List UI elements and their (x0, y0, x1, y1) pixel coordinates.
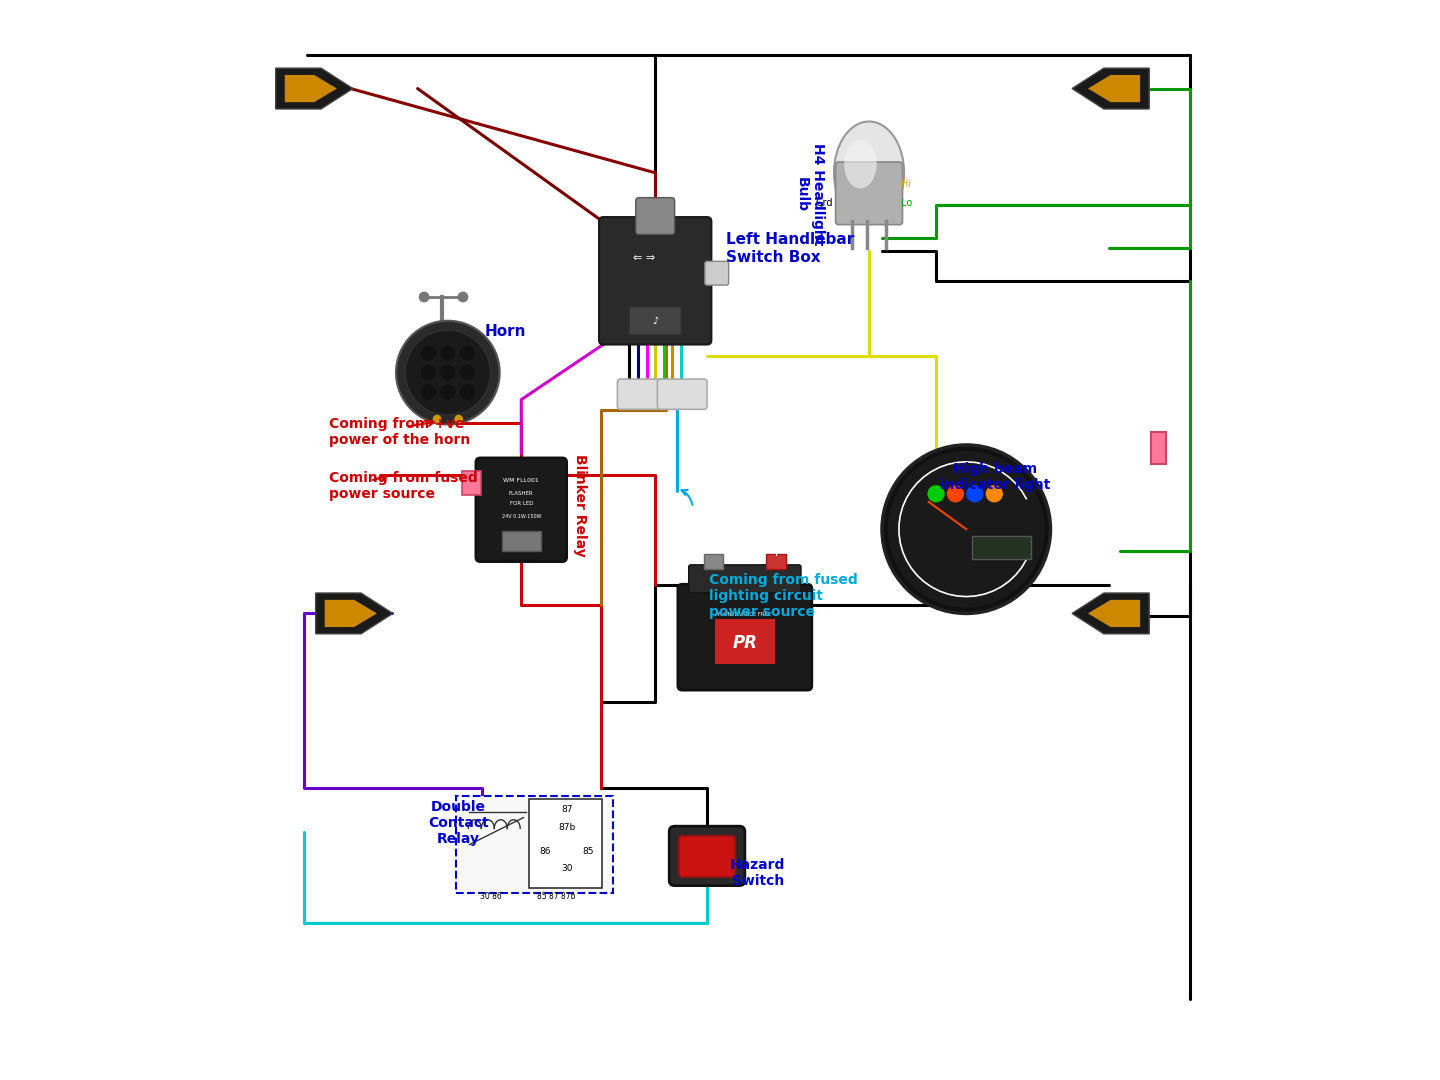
FancyBboxPatch shape (706, 261, 729, 285)
FancyBboxPatch shape (618, 379, 667, 409)
Polygon shape (285, 75, 337, 103)
Bar (501, 531, 540, 551)
Text: 87b: 87b (559, 823, 575, 832)
Text: High beam
indicator light: High beam indicator light (940, 462, 1051, 492)
Text: −: − (708, 549, 719, 558)
Circle shape (405, 330, 491, 415)
Circle shape (881, 445, 1051, 613)
Text: ♪: ♪ (652, 315, 658, 326)
Polygon shape (1071, 593, 1149, 634)
Polygon shape (275, 68, 353, 109)
Text: FOR LED: FOR LED (510, 501, 533, 507)
Text: Coming from +ve
power of the horn: Coming from +ve power of the horn (330, 417, 471, 447)
Text: 85: 85 (583, 847, 593, 855)
FancyBboxPatch shape (636, 198, 674, 234)
FancyBboxPatch shape (657, 379, 707, 409)
Text: MAINTENANCE FREE: MAINTENANCE FREE (719, 611, 772, 617)
Text: 87: 87 (562, 806, 572, 814)
Circle shape (927, 485, 945, 502)
Circle shape (459, 384, 475, 400)
Circle shape (458, 292, 468, 302)
Text: 30 86: 30 86 (480, 892, 503, 901)
Circle shape (420, 346, 436, 361)
Text: 86: 86 (540, 847, 550, 855)
Text: Blinker Relay: Blinker Relay (573, 454, 586, 557)
Polygon shape (1071, 68, 1149, 109)
FancyBboxPatch shape (680, 836, 736, 877)
Circle shape (948, 485, 965, 502)
Circle shape (459, 365, 475, 380)
Circle shape (986, 485, 1002, 502)
Polygon shape (1089, 75, 1140, 103)
FancyBboxPatch shape (678, 584, 812, 690)
Text: 24V 0.1W-150W: 24V 0.1W-150W (501, 514, 541, 519)
Text: 30: 30 (562, 864, 572, 873)
FancyBboxPatch shape (629, 307, 681, 335)
Circle shape (420, 384, 436, 400)
FancyBboxPatch shape (835, 162, 903, 225)
Text: Double
Contact
Relay: Double Contact Relay (428, 800, 490, 846)
Circle shape (459, 346, 475, 361)
Bar (1151, 432, 1166, 464)
FancyBboxPatch shape (599, 217, 711, 345)
Text: Hazard
Switch: Hazard Switch (730, 858, 785, 888)
Polygon shape (325, 599, 377, 627)
Circle shape (455, 415, 464, 423)
Polygon shape (1089, 599, 1140, 627)
Text: H4 Headlight
Bulb: H4 Headlight Bulb (795, 144, 825, 245)
Text: Hi: Hi (901, 178, 912, 189)
Bar (528, 799, 602, 888)
Circle shape (419, 292, 429, 302)
Text: 85 87 87b: 85 87 87b (537, 892, 575, 901)
FancyBboxPatch shape (670, 826, 744, 886)
Text: Coming from fused
power source: Coming from fused power source (330, 471, 478, 501)
Text: Lo: Lo (901, 198, 913, 208)
Circle shape (966, 485, 984, 502)
Text: PR: PR (733, 634, 757, 651)
Circle shape (396, 321, 500, 424)
Text: Grd: Grd (815, 198, 832, 208)
Bar (704, 554, 723, 569)
Polygon shape (315, 593, 393, 634)
Circle shape (432, 415, 441, 423)
Circle shape (441, 365, 455, 380)
Text: WM FLL001: WM FLL001 (504, 477, 539, 483)
Text: Left Handlebar
Switch Box: Left Handlebar Switch Box (727, 232, 855, 265)
Circle shape (420, 365, 436, 380)
Ellipse shape (844, 139, 877, 188)
Bar (714, 619, 775, 664)
Text: FLASHER: FLASHER (508, 490, 534, 496)
Bar (766, 554, 786, 569)
Text: ⇐ ⇒: ⇐ ⇒ (634, 254, 655, 264)
Text: Horn: Horn (484, 324, 526, 339)
Text: Coming from fused
lighting circuit
power source: Coming from fused lighting circuit power… (710, 573, 858, 619)
Text: +: + (772, 549, 780, 558)
FancyBboxPatch shape (688, 565, 801, 593)
Ellipse shape (834, 121, 904, 224)
Bar (972, 536, 1031, 559)
Bar (456, 796, 613, 893)
Circle shape (441, 384, 455, 400)
Bar (462, 471, 481, 495)
FancyBboxPatch shape (475, 458, 567, 562)
Circle shape (888, 450, 1044, 608)
Circle shape (441, 346, 455, 361)
